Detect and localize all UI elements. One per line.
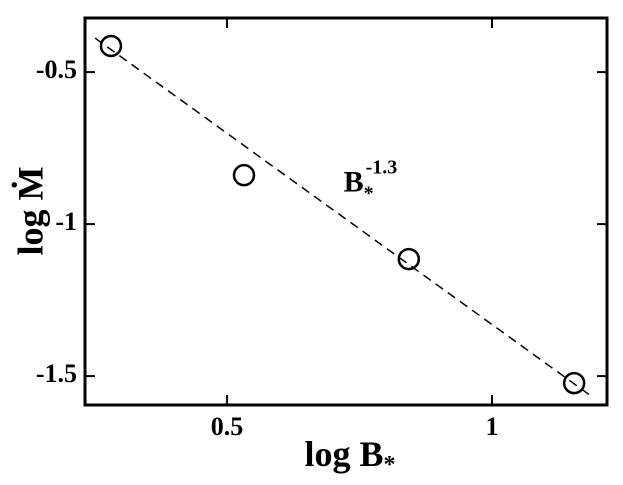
plot-frame	[83, 16, 609, 407]
y-tick-label: -0.5	[36, 55, 77, 84]
data-point	[99, 34, 123, 58]
y-axis-label: log Ṁ	[10, 167, 50, 256]
annotation-sup: -1.3	[366, 156, 398, 178]
x-tick-label: 0.5	[211, 412, 244, 441]
x-label-main: log B	[304, 434, 383, 474]
data-point	[562, 371, 586, 395]
annotation-sub: *	[364, 182, 374, 204]
x-axis-label: log B*	[304, 434, 395, 477]
x-label-sub: *	[384, 452, 396, 478]
fit-annotation: B* -1.3	[344, 156, 398, 204]
data-point	[232, 163, 256, 187]
y-tick-label: -1.5	[36, 359, 77, 388]
data-point	[397, 247, 421, 271]
x-tick-label: 1	[486, 412, 499, 441]
annotation-main: B	[344, 165, 364, 198]
y-tick-label: -1	[55, 207, 77, 236]
fit-line	[94, 37, 591, 396]
